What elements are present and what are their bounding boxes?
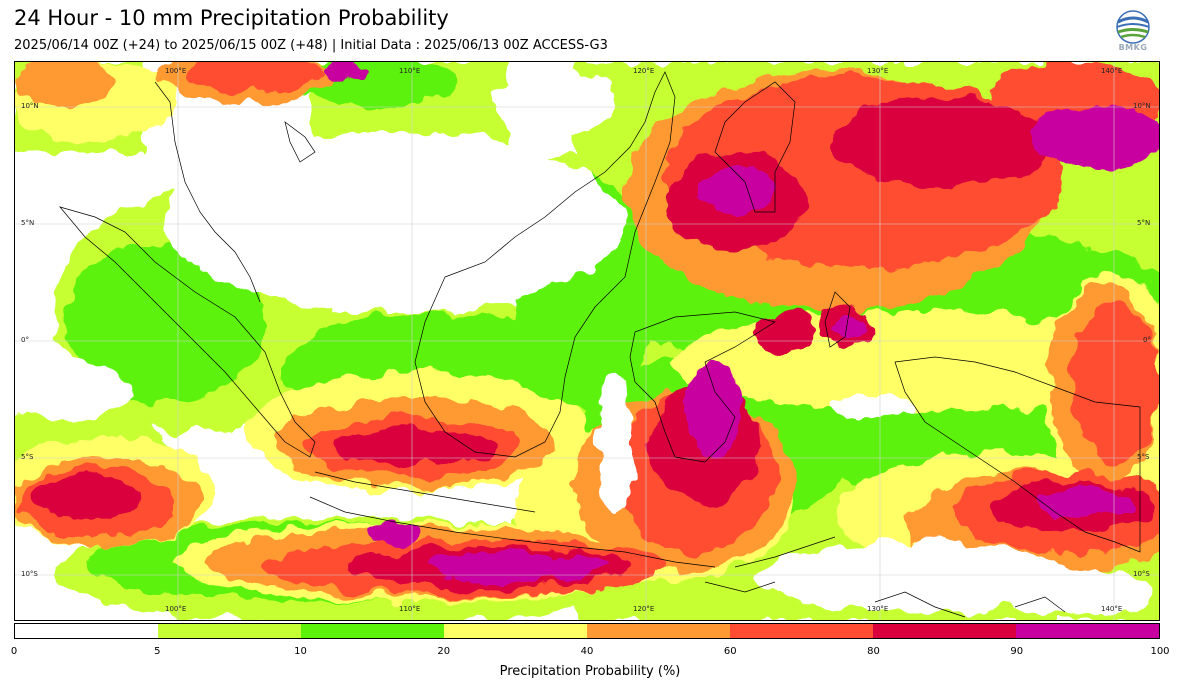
map-gridlines xyxy=(15,62,1159,620)
colorbar-segment xyxy=(587,624,730,638)
colorbar-tick-label: 100 xyxy=(1150,646,1170,657)
lat-label-left: 10°N xyxy=(21,102,39,110)
lon-label-top: 130°E xyxy=(867,67,889,75)
colorbar-tick-label: 10 xyxy=(294,646,307,657)
coastlines xyxy=(59,71,1141,618)
colorbar-tick-label: 90 xyxy=(1010,646,1024,657)
colorbar-segment xyxy=(730,624,873,638)
colorbar-label: Precipitation Probability (%) xyxy=(499,664,681,679)
prob-band-90-100 xyxy=(325,62,1159,581)
lat-label-right: 10°S xyxy=(1133,570,1150,578)
lat-label-right: 0° xyxy=(1143,336,1151,344)
lon-label-bottom: 140°E xyxy=(1101,605,1123,613)
lon-label-bottom: 110°E xyxy=(399,605,421,613)
colorbar-segment xyxy=(444,624,587,638)
lon-label-bottom: 130°E xyxy=(867,605,889,613)
colorbar-segment xyxy=(15,624,158,638)
chart-subtitle: 2025/06/14 00Z (+24) to 2025/06/15 00Z (… xyxy=(14,38,608,53)
colorbar-segment xyxy=(158,624,301,638)
colorbar-tick-label: 80 xyxy=(867,646,880,657)
colorbar-tick-label: 5 xyxy=(154,646,161,657)
lon-label-top: 120°E xyxy=(633,67,655,75)
chart-title: 24 Hour - 10 mm Precipitation Probabilit… xyxy=(14,6,449,30)
colorbar-tick-label: 20 xyxy=(437,646,451,657)
logo-text: BMKG xyxy=(1118,43,1148,52)
lat-label-right: 10°N xyxy=(1133,102,1151,110)
lon-label-top: 100°E xyxy=(165,67,187,75)
lat-label-left: 5°N xyxy=(21,219,35,227)
lat-label-left: 5°S xyxy=(21,453,34,461)
lon-label-top: 140°E xyxy=(1101,67,1123,75)
lon-label-bottom: 120°E xyxy=(633,605,655,613)
bmkg-logo-icon: BMKG xyxy=(1114,10,1152,56)
lat-label-right: 5°S xyxy=(1137,453,1150,461)
lon-label-top: 110°E xyxy=(399,67,421,75)
precipitation-map: 100°E 110°E 120°E 130°E 140°E 100°E 110°… xyxy=(14,61,1160,621)
lat-label-left: 0° xyxy=(21,336,29,344)
colorbar-tick-label: 0 xyxy=(10,646,18,657)
colorbar-segment xyxy=(1016,624,1159,638)
map-canvas xyxy=(15,62,1159,620)
prob-band-0-5 xyxy=(20,67,1155,617)
colorbar-segment xyxy=(301,624,444,638)
colorbar-tick-label: 60 xyxy=(723,646,737,657)
lat-label-right: 5°N xyxy=(1137,219,1151,227)
lat-label-left: 10°S xyxy=(21,570,38,578)
colorbar-segment xyxy=(873,624,1016,638)
lon-label-bottom: 100°E xyxy=(165,605,187,613)
colorbar-tick-label: 40 xyxy=(580,646,594,657)
colorbar xyxy=(14,623,1160,639)
